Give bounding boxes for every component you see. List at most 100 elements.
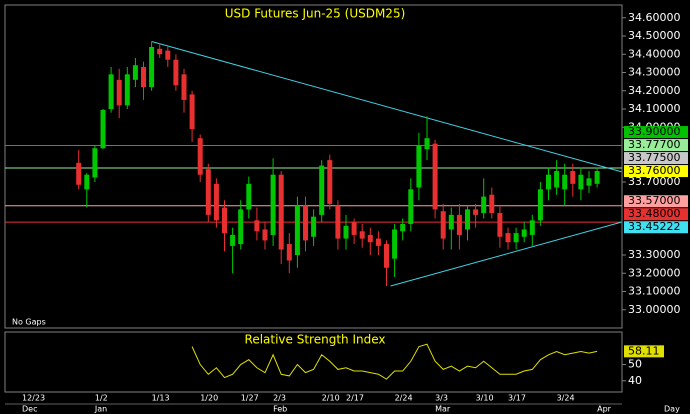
candle-body [570,171,576,184]
candle-body [254,220,260,232]
note: No Gaps [12,318,46,327]
candle-body [343,225,349,239]
price-box-label: 33.45222 [628,220,681,233]
candle-body [213,183,219,221]
candle-body [92,148,98,178]
y-tick-label: 33.00000 [628,303,681,316]
candle-body [108,74,114,110]
rsi-line [191,343,598,380]
candle-body [319,165,325,215]
y-tick-label: 33.70000 [628,175,681,188]
candle-body [432,143,438,210]
candle-body [392,229,398,259]
candle-body [440,211,446,239]
candle-body [132,65,138,80]
candle-body [521,229,527,237]
price-box [624,221,688,234]
month-label: Apr [597,405,612,414]
candle-body [513,233,519,243]
x-tick-label: 2/17 [346,394,364,403]
candle-body [149,46,155,88]
period: Day [664,405,680,414]
candle-body [124,74,130,106]
x-tick-label: 12/23 [22,394,45,403]
price-box-label: 33.48000 [628,207,681,220]
candle-body [303,205,308,241]
candle-body [448,214,454,230]
candle-body [465,209,470,230]
candle-body [286,244,292,261]
month-label: Dec [22,405,37,414]
candle-body [456,214,462,235]
month-label: Jan [94,405,107,414]
candle-body [116,79,122,106]
candle-body [586,178,592,186]
candle-body [173,59,179,86]
price-box-label: 33.77700 [628,138,681,151]
candle-body [278,174,284,250]
candle-body [416,145,422,188]
price-box [624,195,688,208]
candle-body [262,229,268,241]
value-box [624,345,664,358]
candle-body [562,174,568,190]
candle-body [481,196,487,214]
x-tick-label: 1/13 [152,394,170,403]
candle-body [205,169,211,215]
x-tick-label: 3/10 [476,394,494,403]
y-tick-label: 34.10000 [628,102,681,115]
candle-body [270,174,276,235]
x-tick-label: 1/27 [241,394,259,403]
candle-body [84,174,90,190]
x-tick-label: 3/24 [557,394,575,403]
candle-body [384,244,389,268]
price-box-label: 33.77500 [628,151,681,164]
price-box-label: 33.57000 [628,194,681,207]
x-tick-label: 2/3 [273,394,286,403]
candle-body [141,67,146,88]
price-box [624,152,688,165]
candle-body [546,174,551,190]
y-tick-label: 40 [628,374,642,387]
chart-title: USD Futures Jun-25 (USDM25) [225,7,406,21]
y-tick-label: 34.50000 [628,29,681,42]
trendline [390,221,622,287]
candle-body [100,109,106,149]
candle-body [505,233,511,243]
candle-body [335,205,341,239]
candle-body [189,94,195,130]
rsi-title: Relative Strength Index [245,333,386,347]
candle-body [351,222,357,235]
x-tick-label: 2/24 [395,394,413,403]
x-tick-label: 1/2 [95,394,108,403]
candle-body [408,189,414,224]
candle-body [359,231,365,239]
y-tick-label: 34.30000 [628,66,681,79]
x-tick-label: 1/20 [200,394,218,403]
y-tick-label: 33.10000 [628,285,681,298]
candle-body [497,213,503,237]
candle-body [238,209,244,245]
x-tick-label: 3/3 [435,394,448,403]
candle-body [76,162,82,185]
trendline [151,41,622,173]
x-tick-label: 2/10 [322,394,340,403]
price-box [624,126,688,139]
x-tick-label: 3/17 [508,394,526,403]
candle-body [165,50,171,60]
price-box [624,208,688,221]
price-box [624,165,688,178]
candle-body [311,216,317,237]
candle-body [594,171,600,184]
month-label: Feb [273,405,287,414]
rsi-panel [4,331,623,393]
price-box-label: 33.76000 [628,164,681,177]
candle-body [375,238,381,246]
candle-body [473,209,479,215]
value-box-label: 58.11 [628,344,660,357]
candle-body [222,207,227,234]
candle-body [400,223,406,232]
